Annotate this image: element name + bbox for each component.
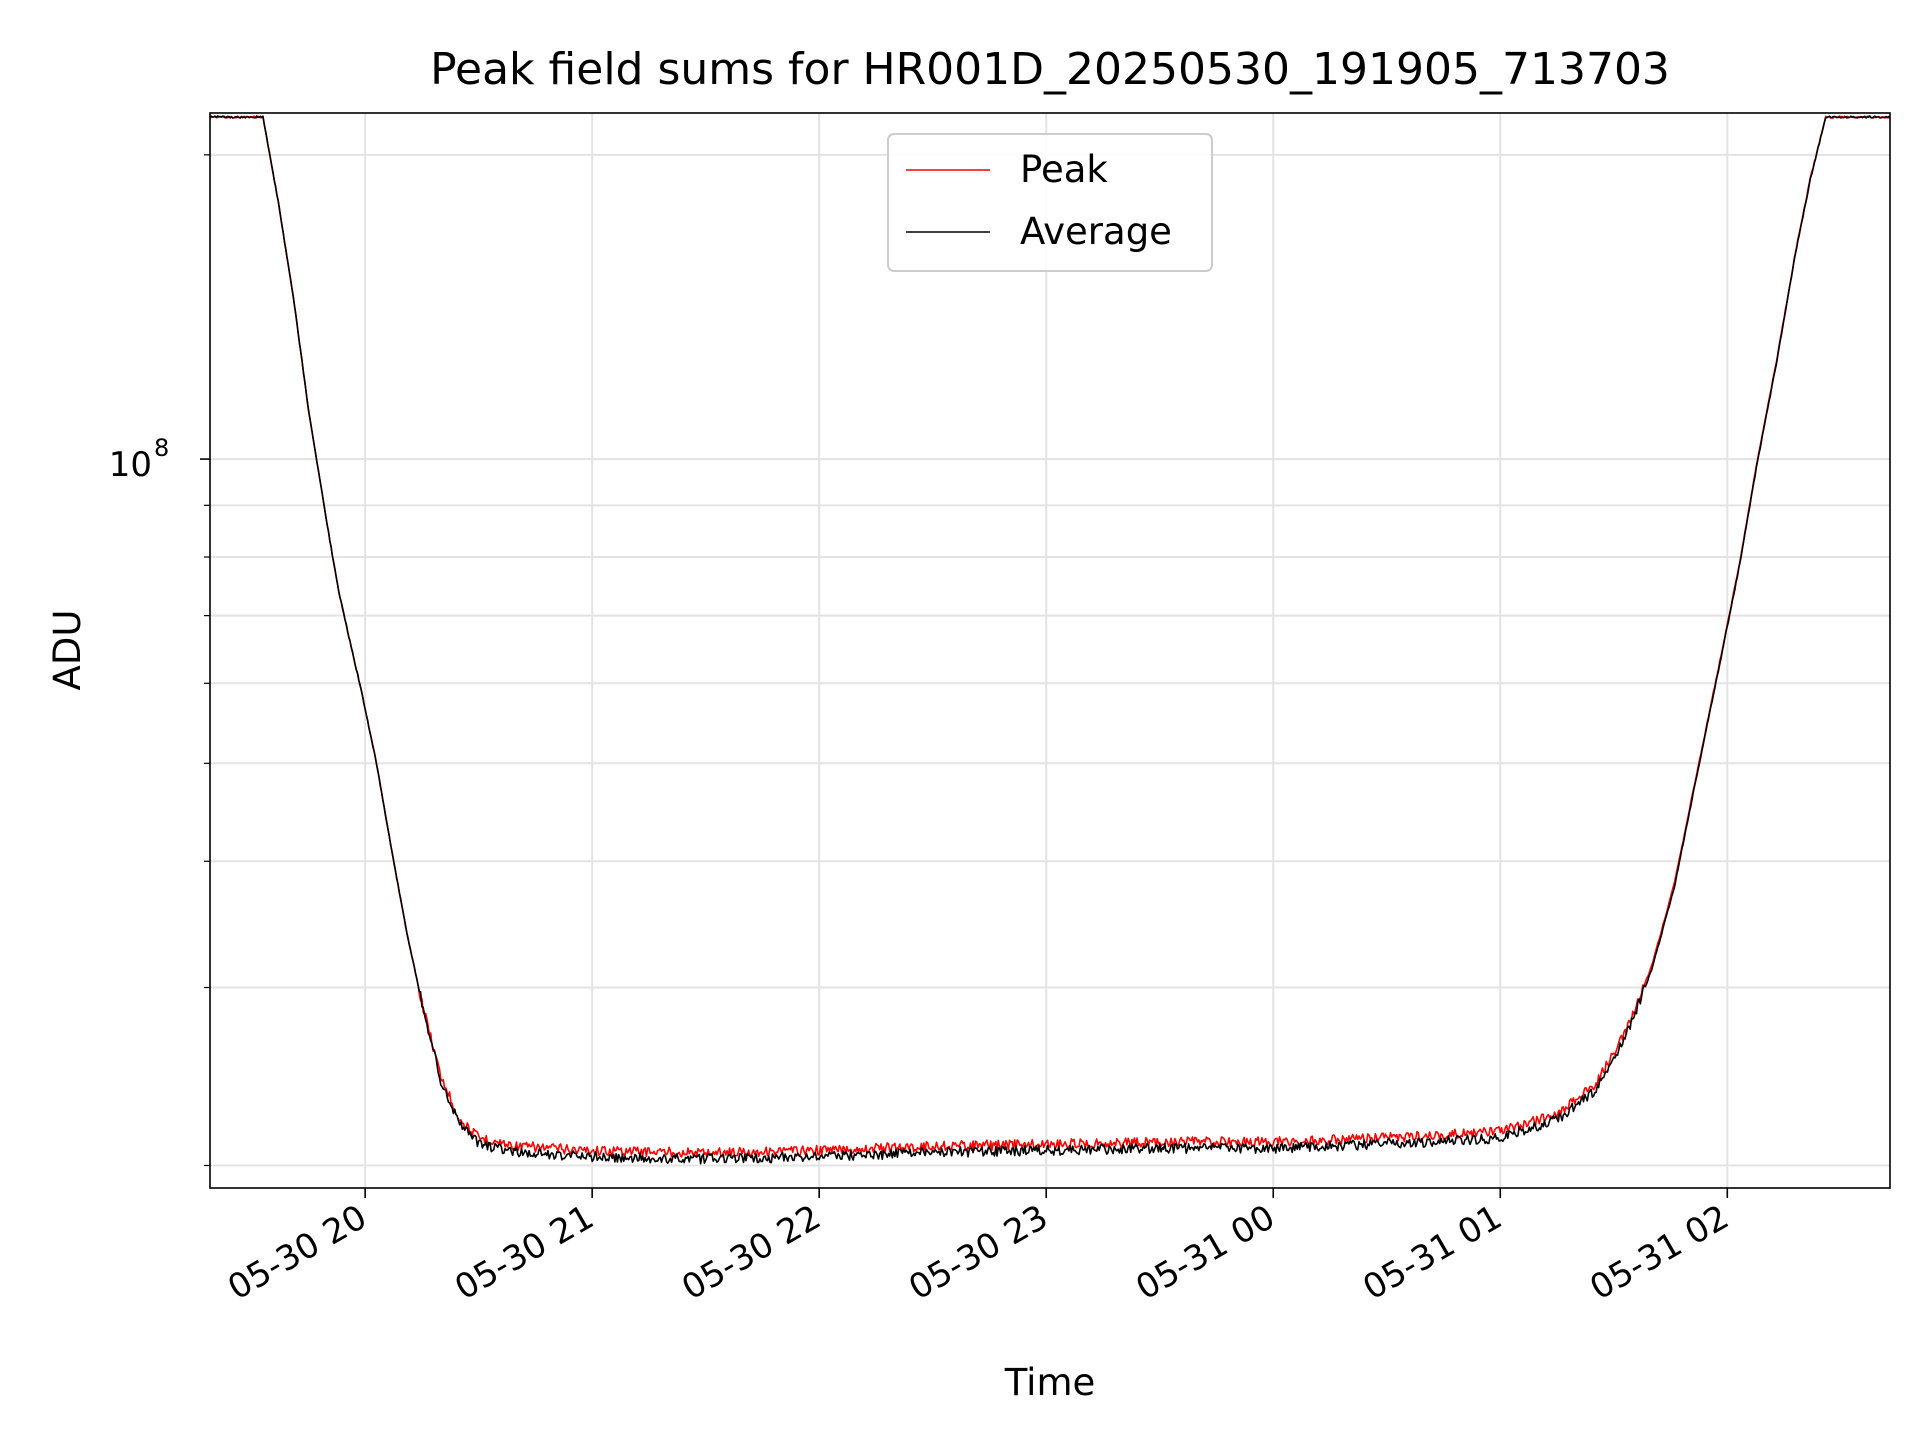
y-tick-label-major: 10 8 bbox=[109, 434, 170, 485]
chart-title: Peak field sums for HR001D_20250530_1919… bbox=[430, 44, 1670, 95]
x-axis-label: Time bbox=[1004, 1361, 1096, 1404]
legend-box bbox=[887, 133, 1213, 272]
y-tick-label-base: 10 bbox=[109, 445, 152, 485]
legend-label-average: Average bbox=[1020, 210, 1172, 253]
series-line-average bbox=[209, 115, 1891, 1165]
y-tick-label-exponent: 8 bbox=[154, 434, 169, 462]
series-lines bbox=[209, 115, 1891, 1165]
legend-label-peak: Peak bbox=[1020, 148, 1108, 191]
legend: Peak Average bbox=[887, 133, 1213, 272]
y-axis-label: ADU bbox=[46, 610, 89, 691]
plot-area-frame bbox=[209, 112, 1891, 1189]
